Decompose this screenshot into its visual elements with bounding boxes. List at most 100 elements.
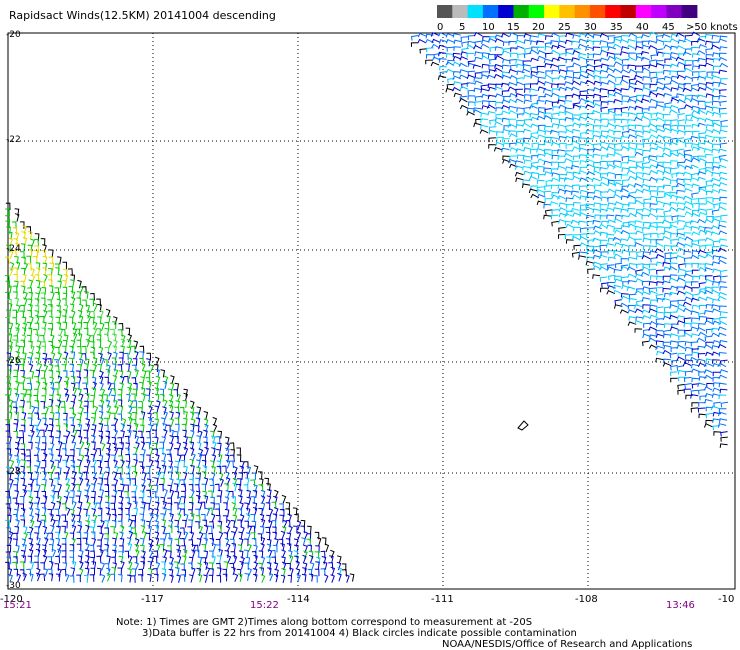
- wind-barb: [698, 402, 706, 407]
- wind-barb: [212, 423, 218, 433]
- wind-barb: [558, 118, 567, 124]
- wind-barb: [599, 77, 608, 82]
- wind-barb: [705, 180, 714, 186]
- wind-barb: [684, 341, 693, 346]
- wind-barb: [237, 519, 242, 528]
- wind-barb: [120, 430, 125, 439]
- wind-barb: [37, 520, 42, 529]
- wind-barb: [655, 125, 664, 130]
- wind-barb: [543, 112, 552, 118]
- wind-barb: [691, 157, 700, 162]
- wind-barb: [267, 520, 273, 529]
- wind-barb: [287, 513, 292, 523]
- wind-barb: [711, 209, 720, 216]
- wind-barb: [140, 411, 146, 420]
- wind-barb: [649, 118, 657, 124]
- wind-barb: [678, 376, 686, 382]
- wind-barb: [6, 527, 11, 536]
- wind-barb: [621, 179, 630, 185]
- wind-barb: [669, 191, 678, 197]
- wind-barb: [104, 460, 109, 469]
- wind-barb: [634, 99, 644, 104]
- wind-barb: [329, 555, 334, 564]
- wind-barb: [536, 129, 546, 134]
- wind-barb: [239, 465, 245, 475]
- wind-barb: [634, 304, 643, 310]
- wind-barb: [11, 221, 17, 229]
- wind-barb: [70, 375, 76, 384]
- wind-barb: [473, 87, 482, 93]
- wind-barb: [49, 262, 55, 271]
- wind-barb: [500, 110, 510, 115]
- wind-barb: [564, 110, 574, 116]
- wind-barb: [719, 269, 728, 276]
- wind-barb: [42, 358, 48, 367]
- wind-barb: [494, 55, 504, 60]
- wind-barb: [719, 62, 729, 68]
- wind-barb: [668, 277, 678, 283]
- wind-barb: [179, 479, 185, 487]
- wind-barb: [131, 491, 136, 499]
- wind-barb: [508, 68, 517, 74]
- wind-barb: [439, 71, 448, 77]
- wind-barb: [592, 46, 601, 52]
- wind-barb: [655, 293, 664, 300]
- wind-barb: [6, 556, 12, 565]
- wind-barb: [620, 229, 630, 235]
- wind-barb: [661, 33, 671, 39]
- wind-barb: [704, 86, 713, 91]
- wind-barb: [202, 465, 208, 474]
- wind-barb: [704, 362, 713, 368]
- wind-barb: [579, 242, 589, 247]
- wind-barb: [274, 538, 279, 547]
- wind-barb: [670, 33, 680, 39]
- wind-barb: [613, 179, 622, 185]
- wind-barb: [649, 203, 658, 208]
- wind-barb: [190, 567, 196, 576]
- wind-barb: [586, 73, 596, 78]
- wind-barb: [564, 99, 573, 105]
- wind-barb: [71, 524, 77, 534]
- wind-barb: [39, 334, 45, 343]
- wind-barb: [516, 34, 525, 40]
- wind-barb: [551, 154, 560, 160]
- wind-barb: [703, 423, 713, 428]
- wind-barb: [697, 82, 706, 88]
- wind-barb: [244, 573, 250, 582]
- wind-barb: [647, 40, 657, 45]
- wind-barb: [13, 273, 18, 282]
- wind-barb: [697, 296, 706, 302]
- wind-barb: [203, 436, 208, 445]
- wind-barb: [537, 86, 547, 91]
- wind-barb: [48, 268, 53, 276]
- wind-barb: [684, 64, 692, 70]
- wind-barb: [41, 377, 47, 385]
- wind-barb: [300, 525, 306, 534]
- wind-barb: [536, 179, 545, 185]
- wind-barb: [97, 303, 102, 312]
- wind-barb: [585, 196, 594, 201]
- wind-barb: [34, 465, 39, 474]
- wind-barb: [564, 220, 573, 226]
- wind-barb: [614, 107, 623, 113]
- wind-barb: [643, 83, 651, 89]
- wind-barb: [607, 237, 616, 243]
- wind-barb: [237, 508, 243, 516]
- wind-barb: [704, 184, 713, 191]
- wind-barb: [204, 423, 209, 433]
- wind-barb: [260, 542, 265, 552]
- wind-barb: [154, 418, 160, 427]
- wind-barb: [621, 295, 630, 301]
- wind-barb: [690, 297, 700, 303]
- wind-barb: [684, 236, 694, 241]
- wind-barb: [578, 220, 587, 226]
- wind-barb: [29, 424, 34, 433]
- wind-barb: [128, 555, 133, 564]
- wind-barb: [96, 567, 102, 576]
- wind-barb: [599, 173, 608, 178]
- wind-barb: [683, 125, 692, 131]
- wind-barb: [655, 333, 665, 339]
- wind-barb: [48, 560, 54, 570]
- wind-barb: [698, 266, 707, 272]
- wind-barb: [250, 479, 256, 487]
